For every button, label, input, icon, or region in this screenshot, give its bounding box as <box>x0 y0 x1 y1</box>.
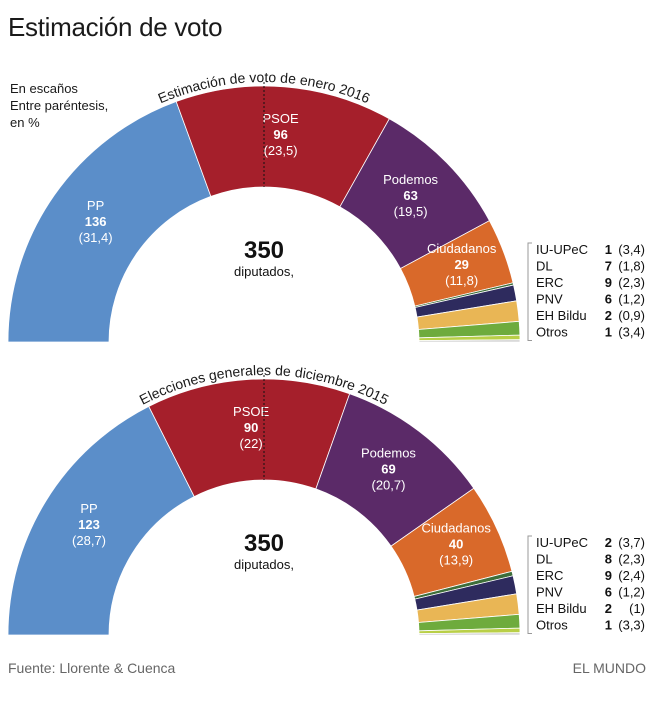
legend-bracket-diciembre <box>527 535 532 634</box>
segment-pct-podemos-diciembre: (20,7) <box>372 477 406 492</box>
legend-pct-iu-upec-enero: (3,4) <box>618 242 645 257</box>
total-seats-diciembre: 350 <box>244 530 284 557</box>
segment-label-ciudadanos-diciembre: Ciudadanos <box>421 521 491 536</box>
segment-pct-pp-enero: (31,4) <box>79 230 113 245</box>
seat-segment-otros-enero <box>418 339 521 343</box>
note-line-3: en % <box>10 115 40 130</box>
segment-label-podemos-diciembre: Podemos <box>361 445 416 460</box>
brand-logo-text: EL MUNDO <box>572 660 646 676</box>
legend-seats-pnv-enero: 6 <box>605 292 612 307</box>
legend-seats-erc-enero: 9 <box>605 275 612 290</box>
legend-pct-pnv-enero: (1,2) <box>618 292 645 307</box>
legend-seats-otros-enero: 1 <box>605 325 612 340</box>
segment-label-pp-diciembre: PP <box>80 501 97 516</box>
note-line-2: Entre paréntesis, <box>10 98 109 113</box>
total-label-enero: diputados, <box>234 264 294 279</box>
note-line-1: En escaños <box>10 81 78 96</box>
legend-name-erc-enero: ERC <box>536 275 563 290</box>
legend-seats-eh-bildu-enero: 2 <box>605 308 612 323</box>
segment-seats-psoe-enero: 96 <box>273 127 287 142</box>
legend-name-iu-upec-diciembre: IU-UPeC <box>536 535 588 550</box>
legend-pct-erc-diciembre: (2,4) <box>618 568 645 583</box>
legend-seats-iu-upec-enero: 1 <box>605 242 612 257</box>
segment-seats-podemos-enero: 63 <box>403 188 417 203</box>
legend-seats-dl-enero: 7 <box>605 259 612 274</box>
segment-pct-ciudadanos-diciembre: (13,9) <box>439 553 473 568</box>
legend-pct-pnv-diciembre: (1,2) <box>618 585 645 600</box>
legend-seats-iu-upec-diciembre: 2 <box>605 535 612 550</box>
total-label-diciembre: diputados, <box>234 557 294 572</box>
segment-seats-ciudadanos-diciembre: 40 <box>449 537 463 552</box>
segment-label-ciudadanos-enero: Ciudadanos <box>427 241 497 256</box>
seat-segment-pp-diciembre <box>7 405 195 636</box>
legend-seats-dl-diciembre: 8 <box>605 552 612 567</box>
segment-label-podemos-enero: Podemos <box>383 172 438 187</box>
legend-seats-otros-diciembre: 1 <box>605 618 612 633</box>
segment-seats-psoe-diciembre: 90 <box>244 420 258 435</box>
page-title: Estimación de voto <box>8 12 223 42</box>
legend-name-erc-diciembre: ERC <box>536 568 563 583</box>
segment-pct-psoe-diciembre: (22) <box>240 436 263 451</box>
segment-label-psoe-enero: PSOE <box>263 111 299 126</box>
legend-pct-eh-bildu-diciembre: (1) <box>629 601 645 616</box>
chart-note: En escaños Entre paréntesis, en % <box>10 80 108 131</box>
total-seats-enero: 350 <box>244 237 284 264</box>
segment-seats-podemos-diciembre: 69 <box>381 461 395 476</box>
legend-name-eh-bildu-enero: EH Bildu <box>536 308 587 323</box>
legend-name-otros-enero: Otros <box>536 325 568 340</box>
seat-segment-otros-diciembre <box>418 632 521 636</box>
legend-name-dl-enero: DL <box>536 259 553 274</box>
segment-seats-pp-diciembre: 123 <box>78 517 100 532</box>
legend-pct-eh-bildu-enero: (0,9) <box>618 308 645 323</box>
legend-seats-eh-bildu-diciembre: 2 <box>605 601 612 616</box>
legend-seats-pnv-diciembre: 6 <box>605 585 612 600</box>
legend-name-otros-diciembre: Otros <box>536 618 568 633</box>
legend-seats-erc-diciembre: 9 <box>605 568 612 583</box>
segment-pct-psoe-enero: (23,5) <box>264 143 298 158</box>
legend-name-eh-bildu-diciembre: EH Bildu <box>536 601 587 616</box>
legend-bracket-enero <box>527 242 532 341</box>
segment-pct-pp-diciembre: (28,7) <box>72 533 106 548</box>
legend-name-pnv-diciembre: PNV <box>536 585 563 600</box>
legend-pct-dl-diciembre: (2,3) <box>618 552 645 567</box>
seat-segment-pp-enero <box>7 101 212 343</box>
legend-name-dl-diciembre: DL <box>536 552 553 567</box>
segment-seats-pp-enero: 136 <box>85 214 107 229</box>
legend-pct-otros-diciembre: (3,3) <box>618 618 645 633</box>
legend-name-pnv-enero: PNV <box>536 292 563 307</box>
legend-pct-erc-enero: (2,3) <box>618 275 645 290</box>
legend-pct-otros-enero: (3,4) <box>618 325 645 340</box>
segment-label-psoe-diciembre: PSOE <box>233 404 269 419</box>
legend-pct-iu-upec-diciembre: (3,7) <box>618 535 645 550</box>
segment-label-pp-enero: PP <box>87 198 104 213</box>
legend-name-iu-upec-enero: IU-UPeC <box>536 242 588 257</box>
segment-pct-podemos-enero: (19,5) <box>394 204 428 219</box>
legend-pct-dl-enero: (1,8) <box>618 259 645 274</box>
source-note: Fuente: Llorente & Cuenca <box>8 660 176 676</box>
segment-seats-ciudadanos-enero: 29 <box>454 257 468 272</box>
segment-pct-ciudadanos-enero: (11,8) <box>445 273 478 288</box>
